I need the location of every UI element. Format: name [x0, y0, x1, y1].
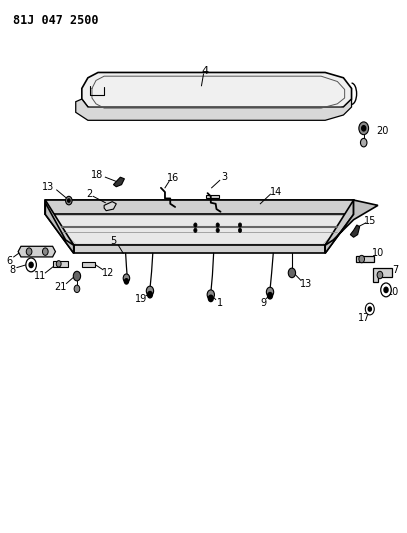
Circle shape: [147, 292, 152, 298]
Text: 5: 5: [110, 236, 116, 246]
Text: 6: 6: [7, 256, 13, 266]
Circle shape: [239, 223, 242, 227]
Circle shape: [56, 261, 61, 267]
Text: 21: 21: [55, 282, 67, 292]
Text: 20: 20: [376, 126, 388, 136]
Text: 4: 4: [201, 66, 208, 76]
Polygon shape: [104, 201, 116, 211]
Text: 19: 19: [134, 294, 147, 304]
Polygon shape: [18, 246, 55, 257]
Text: 14: 14: [269, 187, 282, 197]
Circle shape: [74, 285, 80, 293]
Circle shape: [68, 199, 70, 202]
Circle shape: [125, 279, 129, 284]
Text: 12: 12: [102, 268, 114, 278]
Circle shape: [26, 248, 32, 255]
Circle shape: [365, 303, 374, 315]
Polygon shape: [82, 262, 95, 266]
Polygon shape: [206, 195, 219, 198]
Circle shape: [362, 126, 366, 131]
Circle shape: [361, 139, 367, 147]
Circle shape: [368, 307, 372, 311]
Polygon shape: [350, 225, 360, 237]
Circle shape: [359, 122, 369, 135]
Polygon shape: [325, 200, 378, 253]
Text: 2: 2: [86, 189, 92, 199]
Circle shape: [194, 228, 197, 232]
Circle shape: [73, 271, 81, 281]
Circle shape: [42, 248, 48, 255]
Text: 1: 1: [217, 297, 223, 308]
Polygon shape: [45, 203, 74, 253]
Text: 10: 10: [387, 287, 399, 297]
Text: 16: 16: [167, 173, 179, 183]
Polygon shape: [45, 200, 354, 214]
Circle shape: [267, 293, 272, 299]
Text: 15: 15: [364, 216, 377, 226]
Polygon shape: [45, 200, 354, 245]
Polygon shape: [53, 261, 68, 266]
Polygon shape: [373, 268, 392, 282]
Text: 13: 13: [42, 182, 55, 192]
Circle shape: [359, 255, 365, 263]
Text: 18: 18: [91, 170, 103, 180]
Text: 81J 047 2500: 81J 047 2500: [13, 14, 98, 27]
Polygon shape: [82, 72, 352, 112]
Polygon shape: [47, 215, 352, 244]
Text: 7: 7: [392, 265, 398, 274]
Text: 10: 10: [372, 248, 384, 258]
Circle shape: [146, 286, 153, 296]
Circle shape: [288, 268, 295, 278]
Text: 11: 11: [34, 271, 46, 281]
Text: 8: 8: [9, 265, 15, 274]
Circle shape: [384, 287, 388, 293]
Text: 9: 9: [260, 297, 267, 308]
Circle shape: [377, 271, 383, 279]
Polygon shape: [356, 256, 374, 262]
Text: 13: 13: [300, 279, 312, 288]
Polygon shape: [45, 200, 74, 253]
Circle shape: [208, 295, 213, 302]
Circle shape: [266, 287, 274, 297]
Polygon shape: [244, 204, 263, 209]
Circle shape: [207, 290, 214, 300]
Text: 3: 3: [221, 172, 228, 182]
Circle shape: [381, 283, 391, 297]
Polygon shape: [325, 200, 354, 253]
Circle shape: [216, 223, 219, 227]
Circle shape: [29, 262, 33, 268]
Circle shape: [216, 228, 219, 232]
Polygon shape: [74, 245, 325, 253]
Polygon shape: [114, 177, 125, 187]
Circle shape: [123, 274, 130, 282]
Text: 17: 17: [357, 312, 370, 322]
Circle shape: [194, 223, 197, 227]
Circle shape: [66, 196, 72, 205]
Polygon shape: [76, 99, 352, 120]
Circle shape: [26, 258, 36, 272]
Circle shape: [239, 228, 242, 232]
